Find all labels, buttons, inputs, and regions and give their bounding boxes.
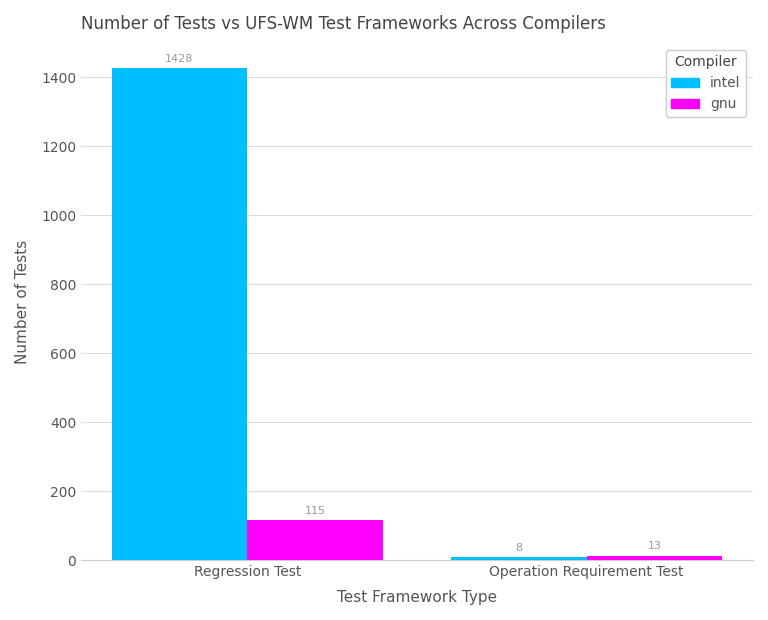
Y-axis label: Number of Tests: Number of Tests <box>15 239 30 363</box>
Legend: intel, gnu: intel, gnu <box>666 50 746 117</box>
Text: 1428: 1428 <box>165 53 194 63</box>
Bar <box>111 68 247 560</box>
Text: 13: 13 <box>647 541 661 551</box>
Text: Number of Tests vs UFS-WM Test Frameworks Across Compilers: Number of Tests vs UFS-WM Test Framework… <box>81 15 606 33</box>
Bar <box>247 520 383 560</box>
Bar <box>587 556 723 560</box>
Text: 8: 8 <box>515 543 522 553</box>
X-axis label: Test Framework Type: Test Framework Type <box>337 590 497 605</box>
Bar <box>451 557 587 560</box>
Text: 115: 115 <box>305 506 326 516</box>
